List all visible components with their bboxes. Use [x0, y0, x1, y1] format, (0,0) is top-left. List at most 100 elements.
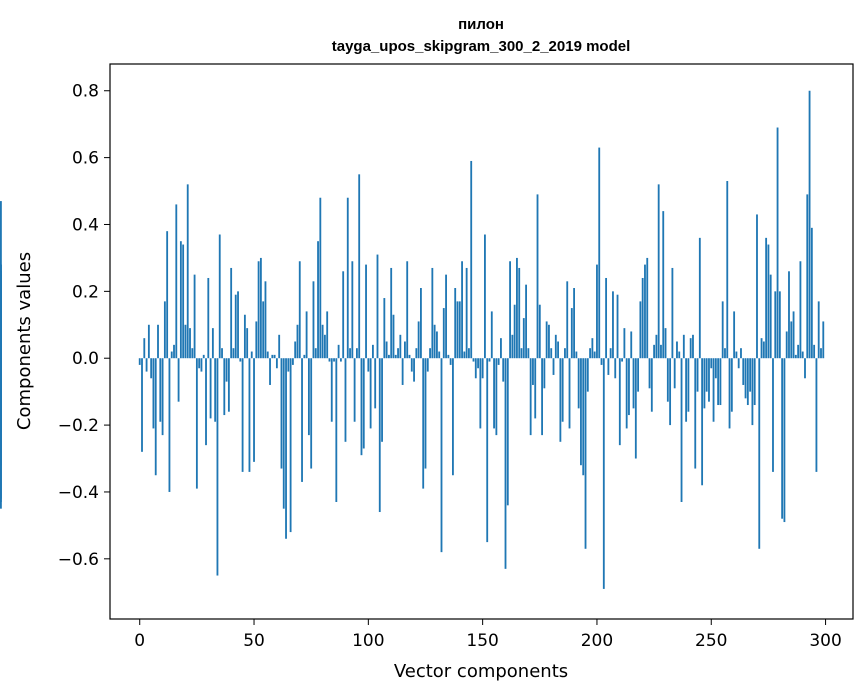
bar [413, 358, 415, 382]
bar [266, 351, 269, 359]
bar [431, 267, 434, 359]
x-tick-label: 0 [134, 631, 145, 651]
bar [275, 358, 278, 369]
bar [218, 234, 221, 359]
bar [353, 358, 356, 422]
bar [733, 311, 736, 359]
bar [404, 341, 406, 359]
bar [470, 160, 473, 359]
bar [561, 358, 564, 422]
bar [371, 344, 374, 359]
bar [374, 358, 377, 409]
bar [291, 358, 294, 365]
bar [820, 348, 822, 359]
bar [577, 358, 580, 409]
bar [264, 281, 267, 359]
x-tick-label: 300 [809, 631, 841, 651]
bar [751, 358, 754, 426]
bar [648, 358, 651, 389]
bar [246, 328, 249, 359]
bar [145, 358, 148, 372]
bar [442, 308, 445, 359]
bar [170, 351, 173, 359]
bar [790, 321, 793, 359]
bar [810, 227, 813, 359]
y-tick-label: 0.6 [72, 149, 99, 169]
bar [543, 358, 546, 389]
bar [724, 348, 726, 359]
bar [436, 331, 438, 359]
bar [365, 264, 367, 359]
bar [744, 358, 747, 399]
bar [152, 358, 155, 429]
bar [714, 358, 717, 379]
bar [513, 304, 516, 359]
bar [783, 358, 786, 523]
bar [0, 274, 2, 359]
bar [161, 358, 164, 436]
bar [383, 298, 386, 359]
bar [257, 261, 260, 359]
bar [138, 358, 141, 365]
bar [728, 358, 731, 429]
bar [186, 184, 189, 359]
bar [616, 294, 619, 359]
bar [477, 358, 479, 369]
bar [797, 344, 800, 359]
bar [225, 358, 228, 382]
bar [566, 281, 569, 359]
bar [785, 331, 788, 359]
bar [552, 358, 555, 375]
bar [175, 204, 178, 359]
bar [518, 267, 521, 359]
bar [484, 234, 486, 359]
bar [232, 348, 235, 359]
bar [792, 311, 795, 359]
x-tick-label: 150 [466, 631, 498, 651]
bar [730, 358, 733, 412]
bar [369, 358, 372, 429]
bar [163, 301, 166, 359]
bar [234, 294, 237, 359]
bar [527, 348, 530, 359]
bar [376, 254, 379, 359]
bar [458, 301, 461, 359]
bar [394, 354, 397, 359]
bar [390, 267, 393, 359]
bar [449, 358, 452, 365]
bar [817, 301, 820, 359]
bar [694, 358, 697, 469]
bar [298, 261, 301, 359]
bar [778, 291, 781, 359]
bar [179, 241, 182, 359]
bar [211, 328, 214, 359]
bar [202, 354, 205, 359]
bar [230, 267, 233, 359]
bar [456, 301, 459, 359]
bar [607, 358, 610, 375]
bar [342, 271, 345, 359]
bar [781, 358, 784, 519]
bar [198, 358, 201, 369]
bar [500, 338, 502, 359]
bar [392, 314, 395, 359]
bar [166, 231, 169, 359]
bar [355, 348, 358, 359]
bar [598, 147, 601, 359]
bar [0, 358, 2, 502]
bar [529, 358, 532, 436]
bar [666, 358, 669, 402]
bar [271, 354, 274, 359]
bar [696, 358, 699, 392]
bar [806, 194, 809, 359]
bar [346, 197, 349, 359]
bar [191, 348, 194, 359]
bar [570, 308, 573, 359]
bar [708, 358, 710, 402]
bar [447, 354, 450, 359]
x-tick-label: 200 [581, 631, 613, 651]
bar [794, 354, 797, 359]
bar [765, 237, 768, 359]
bar [262, 301, 265, 359]
bar [653, 344, 656, 359]
